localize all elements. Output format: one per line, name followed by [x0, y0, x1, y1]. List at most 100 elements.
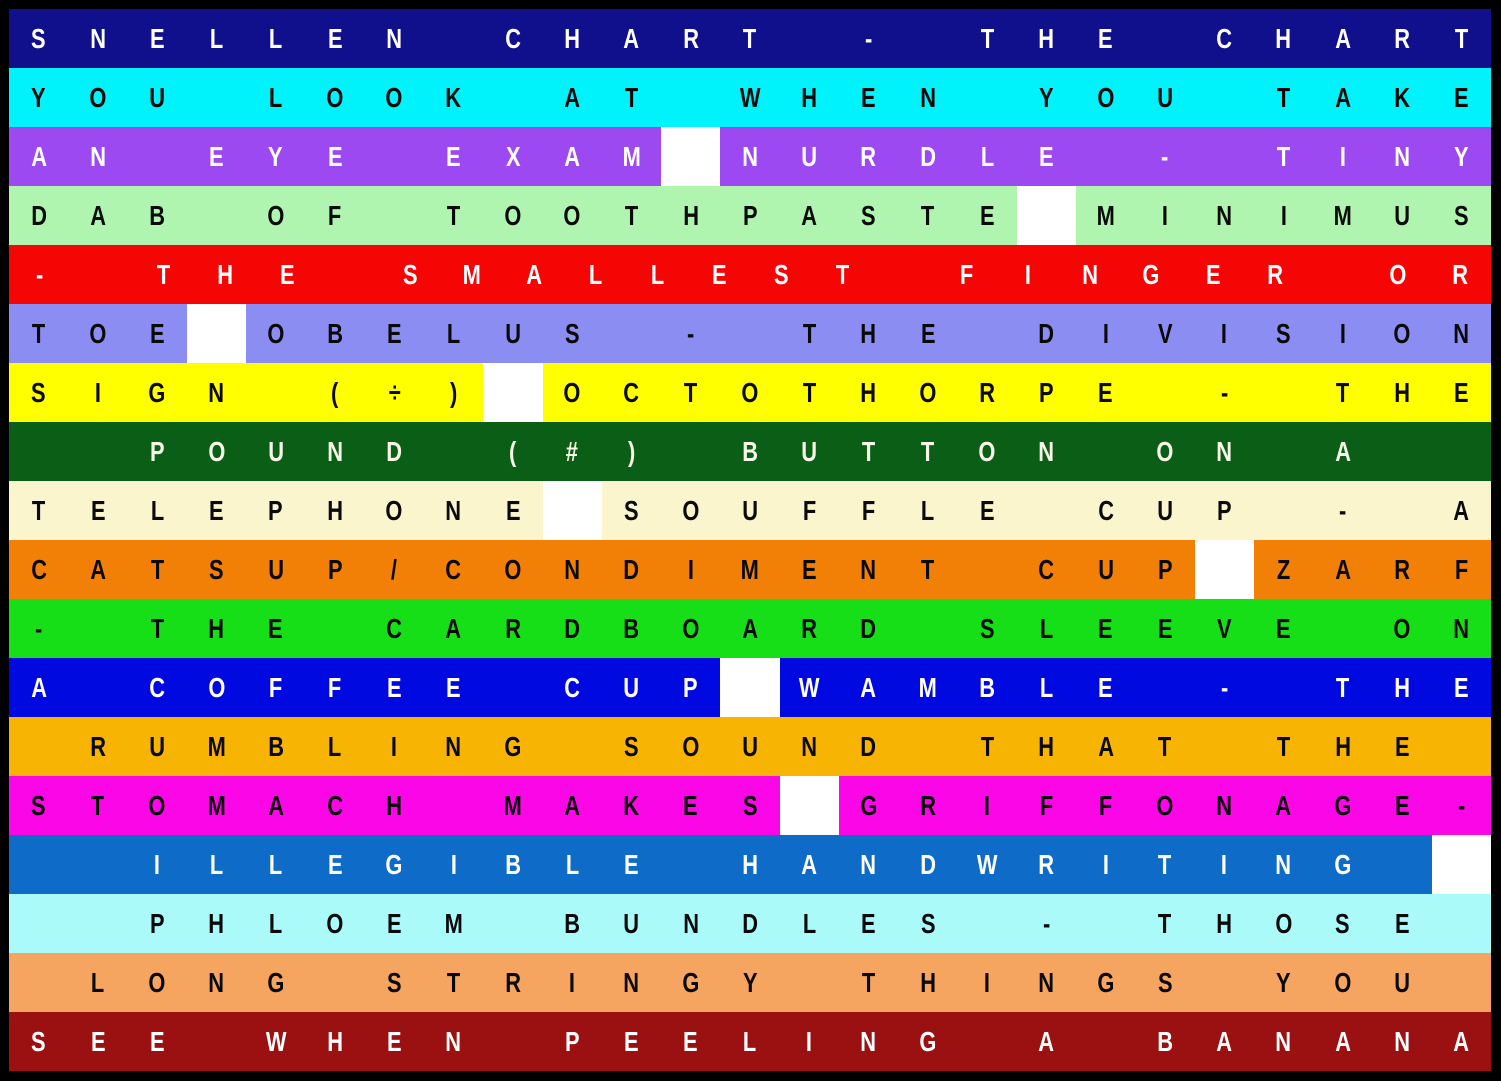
letter: T [921, 553, 935, 585]
letter-cell: S [9, 1012, 68, 1071]
letter-cell: P [1195, 481, 1254, 540]
letter: O [741, 376, 759, 408]
letter-cell: N [839, 1012, 898, 1071]
letter-cell: I [1195, 835, 1254, 894]
letter: C [1097, 494, 1114, 526]
letter: I [1339, 140, 1346, 172]
letter: H [327, 494, 343, 526]
letter-cell: T [9, 304, 68, 363]
letter: A [1453, 1025, 1470, 1057]
letter: T [1158, 907, 1172, 939]
letter: O [1156, 435, 1174, 467]
letter: I [1024, 258, 1031, 290]
letter-cell: G [898, 1012, 957, 1071]
letter-cell: S [365, 953, 424, 1012]
letter-cell: U [720, 717, 779, 776]
letter: - [864, 22, 873, 54]
letter-cell: E [1076, 9, 1135, 68]
space-cell [1254, 363, 1313, 422]
space-cell [661, 68, 720, 127]
letter-cell: U [483, 304, 542, 363]
letter: E [1454, 81, 1469, 113]
letter: F [328, 671, 342, 703]
letter-cell: H [839, 363, 898, 422]
letter-cell: L [898, 481, 957, 540]
letter: M [463, 258, 482, 290]
space-cell [958, 894, 1017, 953]
letter-cell: N [543, 540, 602, 599]
letter-cell: B [128, 186, 187, 245]
letter-cell: M [602, 127, 661, 186]
letter: D [1038, 317, 1055, 349]
letter-cell: B [958, 658, 1017, 717]
letter: I [450, 848, 457, 880]
letter: E [624, 1025, 639, 1057]
letter-cell: M [441, 245, 503, 304]
letter-cell: O [128, 776, 187, 835]
letter: R [1452, 258, 1469, 290]
letter: N [1216, 199, 1233, 231]
letter-cell: U [1372, 953, 1431, 1012]
space-cell [958, 304, 1017, 363]
letter: T [1158, 730, 1172, 762]
space-cell [483, 658, 542, 717]
letter-cell: F [780, 481, 839, 540]
letter: T [1276, 140, 1291, 172]
space-cell [661, 422, 720, 481]
letter: E [979, 494, 995, 526]
letter: O [148, 966, 166, 998]
letter: P [564, 1025, 580, 1057]
letter: O [919, 376, 937, 408]
letter: I [1161, 199, 1169, 231]
letter: D [30, 199, 47, 231]
letter: O [1393, 612, 1411, 644]
letter-cell: E [128, 1012, 187, 1071]
space-cell [1195, 68, 1254, 127]
letter: A [564, 789, 581, 821]
letter-cell: Y [720, 953, 779, 1012]
letter-cell: I [1195, 304, 1254, 363]
separator-cell [779, 776, 839, 835]
letter: N [1038, 966, 1055, 998]
letter-cell: E [661, 776, 720, 835]
letter-cell: # [543, 422, 602, 481]
letter-cell: A [68, 186, 127, 245]
space-cell [68, 422, 127, 481]
letter: U [149, 730, 166, 762]
letter-cell: I [661, 540, 720, 599]
letter-cell: - [1195, 363, 1254, 422]
letter-cell: U [780, 422, 839, 481]
letter: T [684, 376, 698, 408]
letter-cell: N [424, 1012, 483, 1071]
letter: A [623, 22, 640, 54]
letter-cell: A [1432, 481, 1491, 540]
letter-cell: C [305, 776, 364, 835]
space-cell [1135, 658, 1194, 717]
letter-cell: A [543, 776, 602, 835]
letter-cell: A [9, 658, 68, 717]
letter-cell: P [128, 894, 187, 953]
letter: R [504, 966, 521, 998]
letter-cell: O [1372, 599, 1431, 658]
space-cell [1135, 363, 1194, 422]
space-cell [9, 422, 68, 481]
letter-cell: A [1254, 776, 1313, 835]
letter: A [564, 140, 581, 172]
letter: E [268, 612, 284, 644]
letter: C [30, 553, 47, 585]
letter: G [1142, 258, 1160, 290]
letter: L [743, 1025, 757, 1057]
letter-cell: E [1076, 363, 1135, 422]
letter: B [623, 612, 640, 644]
letter: F [1099, 789, 1113, 821]
letter-cell: - [9, 599, 68, 658]
letter-cell: S [958, 599, 1017, 658]
letter-cell: L [128, 481, 187, 540]
letter-cell: C [543, 658, 602, 717]
letter-cell: O [483, 540, 542, 599]
letter: O [1156, 789, 1174, 821]
letter-cell: N [305, 422, 364, 481]
